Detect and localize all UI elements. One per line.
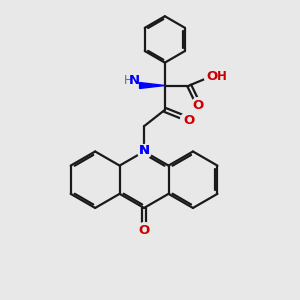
Text: H: H: [124, 74, 133, 87]
Text: O: O: [138, 224, 150, 237]
Text: O: O: [183, 114, 194, 127]
Polygon shape: [140, 82, 165, 88]
Text: N: N: [139, 144, 150, 157]
Text: O: O: [193, 99, 204, 112]
Text: N: N: [129, 74, 140, 87]
Text: O: O: [206, 70, 218, 83]
Text: N: N: [139, 144, 150, 157]
Text: H: H: [217, 70, 227, 83]
